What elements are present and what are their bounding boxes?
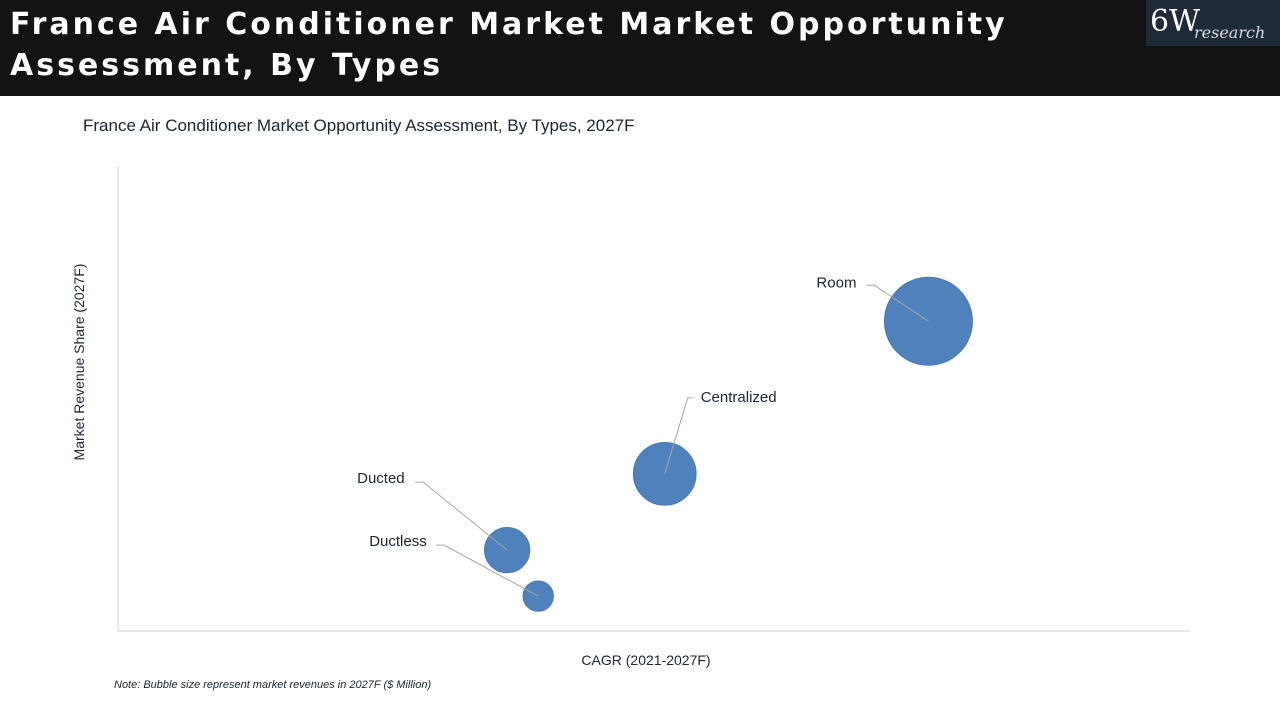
logo-main-text: 6W bbox=[1150, 4, 1200, 39]
y-axis-label: Market Revenue Share (2027F) bbox=[71, 263, 87, 461]
leader-line-centralized bbox=[664, 397, 693, 474]
bubble-label-centralized: Centralized bbox=[701, 389, 777, 406]
bubbles-layer: Room Centralized Ducted Ductless bbox=[357, 274, 973, 612]
logo-sub-text: research bbox=[1194, 23, 1266, 42]
page-title: France Air Conditioner Market Market Opp… bbox=[10, 7, 1008, 83]
leader-line-room bbox=[866, 284, 929, 322]
bubble-centralized bbox=[632, 441, 697, 506]
page-header: France Air Conditioner Market Market Opp… bbox=[0, 0, 1280, 96]
bubble-label-ductless: Ductless bbox=[369, 533, 427, 550]
bubble-label-room: Room bbox=[816, 274, 856, 291]
leader-line-ducted bbox=[415, 481, 508, 551]
x-axis-label: CAGR (2021-2027F) bbox=[581, 652, 711, 668]
leader-line-ductless bbox=[436, 544, 539, 597]
chart-footnote: Note: Bubble size represent market reven… bbox=[114, 679, 432, 691]
brand-logo: 6W research bbox=[1146, 0, 1280, 46]
chart-title: France Air Conditioner Market Opportunit… bbox=[83, 116, 635, 135]
bubble-label-ducted: Ducted bbox=[357, 470, 405, 487]
